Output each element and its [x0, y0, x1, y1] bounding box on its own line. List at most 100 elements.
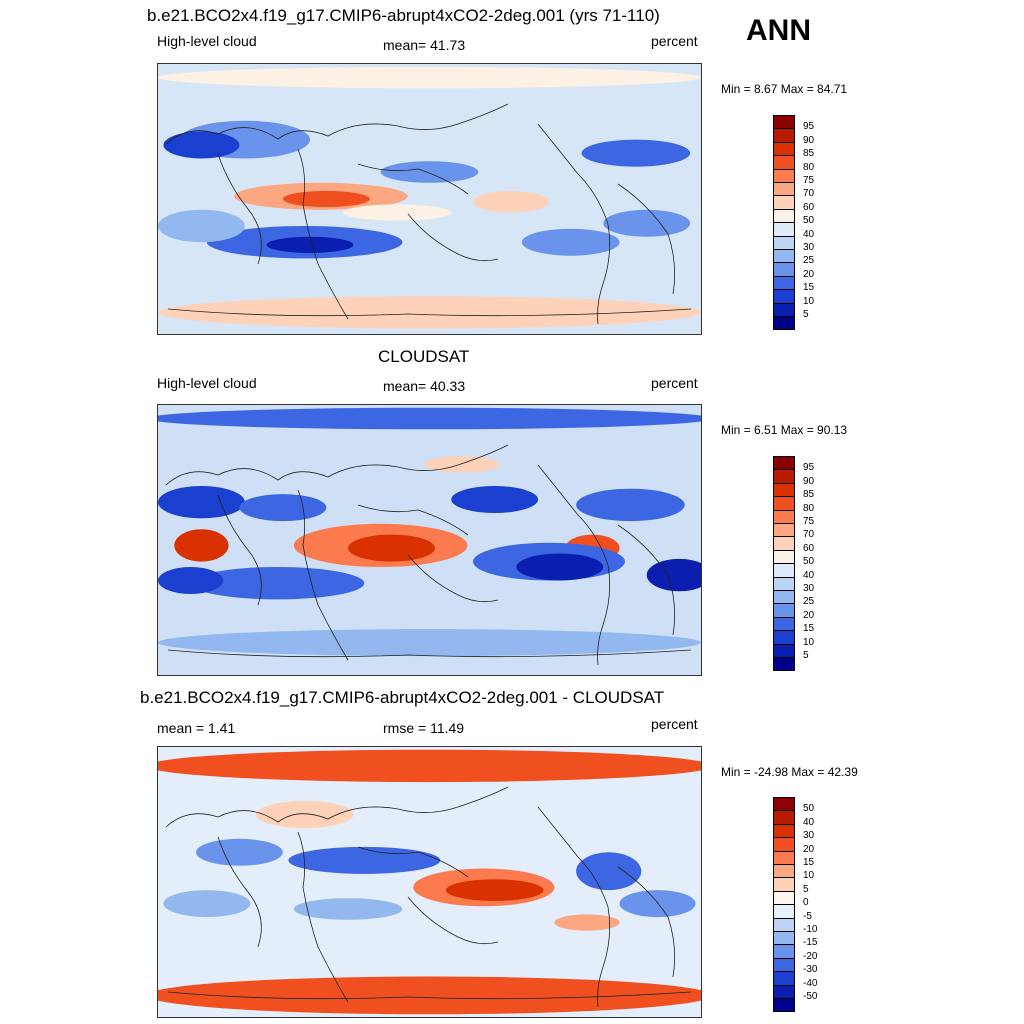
contour-region [158, 749, 701, 783]
season-label: ANN [746, 14, 811, 47]
colorbar-swatch [773, 115, 795, 130]
coastline [217, 836, 262, 948]
colorbar-tick-label: -15 [803, 937, 818, 949]
colorbar-swatch [773, 797, 795, 812]
contour-region [603, 209, 691, 237]
colorbar-swatch [773, 536, 795, 551]
colorbar-tick-label: 40 [803, 816, 815, 828]
panel-3-title: b.e21.BCO2x4.f19_g17.CMIP6-abrupt4xCO2-2… [140, 688, 665, 707]
colorbar-swatch [773, 810, 795, 825]
colorbar-tick-label: 70 [803, 188, 815, 200]
contour-region [158, 976, 701, 1015]
contour-region [554, 914, 620, 931]
contour-map [158, 66, 701, 329]
colorbar-tick-label: 75 [803, 175, 815, 186]
colorbar-swatch [773, 182, 795, 197]
colorbar-swatch [773, 998, 795, 1013]
colorbar-tick-label: 30 [803, 830, 815, 842]
colorbar-swatch [773, 275, 795, 291]
colorbar-tick-label: 10 [803, 870, 815, 882]
coastline [165, 444, 509, 486]
contour-region [158, 66, 701, 89]
contour-region [158, 486, 245, 519]
contour-region [516, 553, 604, 581]
colorbar-tick-label: 5 [803, 650, 809, 661]
colorbar-tick-label: 30 [803, 583, 815, 594]
colorbar-swatch [773, 823, 795, 839]
colorbar-swatch [773, 590, 795, 605]
coastline [165, 103, 509, 145]
contour-region [472, 190, 549, 213]
colorbar-swatch [773, 316, 795, 331]
panel-1-min-max: Min = 8.67 Max = 84.71 [721, 82, 848, 96]
contour-map [158, 407, 701, 666]
colorbar-tick-label: -5 [803, 910, 812, 922]
colorbar-tick-label: 0 [803, 897, 809, 909]
colorbar-tick-label: 20 [803, 268, 815, 280]
colorbar-swatch [773, 643, 795, 658]
contour-region [380, 161, 479, 183]
colorbar-swatch [773, 890, 795, 906]
colorbar-swatch [773, 616, 795, 632]
contour-region [255, 801, 354, 828]
contour-region [158, 407, 701, 430]
coastline [165, 786, 509, 828]
colorbar-swatch [773, 877, 795, 892]
contour-region [619, 890, 696, 918]
colorbar-swatch [773, 195, 795, 210]
colorbar-tick-label: 40 [803, 569, 815, 581]
coastline [297, 831, 349, 1003]
colorbar-tick-label: 20 [803, 609, 815, 621]
coastline [357, 504, 469, 536]
colorbar-swatch [773, 482, 795, 498]
colorbar-swatch [773, 576, 795, 591]
contour-region [521, 228, 620, 256]
colorbar-tick-label: -20 [803, 950, 818, 962]
colorbar-tick-label: 10 [803, 295, 815, 307]
panel-1-title: b.e21.BCO2x4.f19_g17.CMIP6-abrupt4xCO2-2… [147, 6, 660, 25]
coastline [297, 148, 349, 320]
colorbar-swatch [773, 984, 795, 999]
colorbar-tick-label: -50 [803, 991, 818, 1002]
colorbar-swatch [773, 289, 795, 304]
panel-2-colorbar: 95 90 85 80 75 70 60 50 40 30 25 20 15 10 5 [773, 456, 853, 672]
contour-region [174, 529, 229, 562]
colorbar-swatch [773, 249, 795, 264]
contour-region [196, 838, 283, 866]
coastline [167, 308, 692, 317]
colorbar-swatch [773, 837, 795, 852]
colorbar-tick-label: 40 [803, 228, 815, 240]
contour-region [581, 139, 691, 167]
panel-3-map [157, 746, 702, 1018]
colorbar-swatch [773, 235, 795, 250]
colorbar-swatch [773, 496, 795, 511]
panel-1-colorbar: 95 90 85 80 75 70 60 50 40 30 25 20 15 10 5 [773, 115, 853, 331]
coastline [167, 649, 692, 658]
colorbar-swatch [773, 456, 795, 471]
colorbar-swatch [773, 904, 795, 919]
coastline [357, 846, 469, 878]
colorbar-tick-label: 15 [803, 623, 815, 635]
panel-3-rmse-label: rmse = 11.49 [383, 720, 465, 736]
colorbar-swatch [773, 509, 795, 524]
contour-region [163, 890, 251, 918]
coastline [407, 213, 499, 262]
coastline [537, 123, 611, 325]
coastline [357, 163, 469, 195]
panel-2-min-max: Min = 6.51 Max = 90.13 [721, 423, 848, 437]
panel-2-units-label: percent [651, 375, 698, 391]
contour-region [158, 209, 245, 243]
contour-region [342, 204, 452, 221]
contour-region [424, 456, 501, 473]
colorbar-tick-label: 50 [803, 803, 815, 815]
colorbar-swatch [773, 549, 795, 565]
contour-region [158, 296, 701, 329]
colorbar-swatch [773, 302, 795, 317]
panel-2-title: CLOUDSAT [378, 347, 470, 366]
colorbar-tick-label: 80 [803, 161, 815, 173]
colorbar-tick-label: -40 [803, 977, 818, 989]
colorbar-swatch [773, 155, 795, 170]
coastline [537, 464, 611, 666]
colorbar-swatch [773, 944, 795, 959]
